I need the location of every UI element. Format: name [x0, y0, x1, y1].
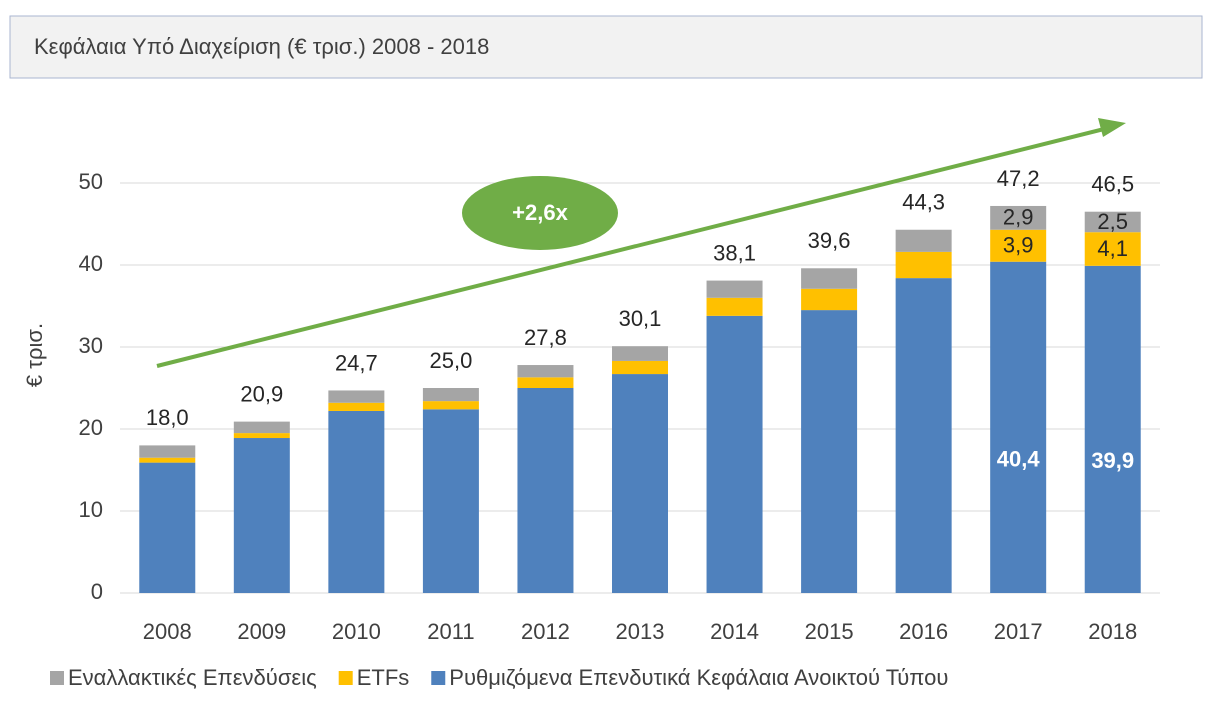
x-tick-label: 2010 [332, 619, 381, 644]
legend-swatch [338, 671, 353, 685]
bar-segment [612, 360, 668, 375]
bar-segment [517, 377, 574, 388]
trend-arrow [156, 126, 1109, 368]
bar-segment [706, 280, 763, 298]
legend-label: ETFs [357, 665, 410, 690]
chart-title: Κεφάλαια Υπό Διαχείριση (€ τρισ.) 2008 -… [34, 34, 489, 59]
bar-segment [139, 457, 196, 463]
segment-label: 3,9 [1003, 233, 1034, 258]
segment-label: 2,5 [1097, 209, 1128, 234]
title-bar [9, 15, 1203, 79]
total-label: 46,5 [1091, 172, 1134, 197]
segment-label: 39,9 [1091, 448, 1134, 473]
bar-segment [990, 261, 1047, 593]
x-tick-label: 2008 [143, 619, 192, 644]
bar-segment [895, 251, 952, 279]
bar-segment [422, 401, 479, 410]
y-tick-label: 20 [79, 415, 103, 440]
bar-segment [990, 205, 1047, 230]
bar-segment [328, 410, 385, 593]
x-tick-label: 2016 [899, 619, 948, 644]
y-tick-label: 30 [79, 333, 103, 358]
y-tick-label: 40 [79, 251, 103, 276]
bar-segment [233, 421, 290, 434]
x-tick-label: 2011 [427, 619, 474, 644]
y-tick-label: 0 [91, 579, 103, 604]
bar-segment [1084, 211, 1141, 233]
bar-segment [517, 388, 574, 593]
bar-segment [422, 409, 479, 593]
bar-segment [612, 346, 668, 361]
total-label: 47,2 [997, 166, 1040, 191]
bar-segment [139, 462, 196, 593]
total-label: 18,0 [146, 405, 189, 430]
y-axis-label: € τρισ. [22, 323, 47, 387]
bar-segment [233, 438, 290, 593]
bar-segment [706, 315, 763, 593]
arrow-head [1098, 118, 1126, 137]
bar-segment [706, 297, 763, 316]
segment-label: 4,1 [1097, 236, 1128, 261]
bar-segment [801, 288, 858, 311]
annotation: +2,6x [512, 200, 568, 225]
x-tick-label: 2013 [616, 619, 665, 644]
x-tick-label: 2014 [710, 619, 759, 644]
legend-swatch [431, 671, 446, 685]
total-label: 38,1 [713, 240, 756, 265]
bar-segment [895, 278, 952, 593]
total-label: 24,7 [335, 350, 378, 375]
bar-segment [1084, 232, 1141, 266]
bar-segment [139, 445, 196, 458]
x-tick-label: 2015 [805, 619, 854, 644]
bar-segment [801, 310, 858, 593]
y-tick-label: 50 [79, 169, 103, 194]
legend-swatch [50, 671, 64, 685]
bar-segment [990, 229, 1047, 262]
bar-segment [612, 374, 668, 593]
total-label: 39,6 [808, 228, 851, 253]
bar-segment [517, 365, 574, 378]
total-label: 20,9 [240, 381, 283, 406]
x-tick-label: 2018 [1088, 619, 1137, 644]
bar-segment [422, 388, 479, 402]
legend-label: Εναλλακτικές Επενδύσεις [68, 665, 317, 690]
total-label: 25,0 [429, 348, 472, 373]
total-label: 27,8 [524, 325, 567, 350]
bar-segment [801, 268, 858, 289]
bar-segment [328, 390, 385, 403]
segment-label: 40,4 [997, 446, 1041, 471]
x-tick-label: 2017 [994, 619, 1043, 644]
total-label: 30,1 [619, 306, 662, 331]
legend-label: Ρυθμιζόμενα Επενδυτικά Κεφάλαια Ανοικτού… [449, 665, 948, 690]
bar-segment [328, 402, 385, 411]
segment-label: 2,9 [1003, 205, 1034, 230]
bar-segment [895, 229, 952, 252]
total-label: 44,3 [902, 190, 945, 215]
y-tick-label: 10 [79, 497, 103, 522]
x-tick-label: 2009 [237, 619, 286, 644]
bar-segment [1084, 265, 1141, 593]
x-tick-label: 2012 [521, 619, 570, 644]
bar-segment [233, 433, 290, 439]
annotation-bubble [462, 176, 618, 250]
